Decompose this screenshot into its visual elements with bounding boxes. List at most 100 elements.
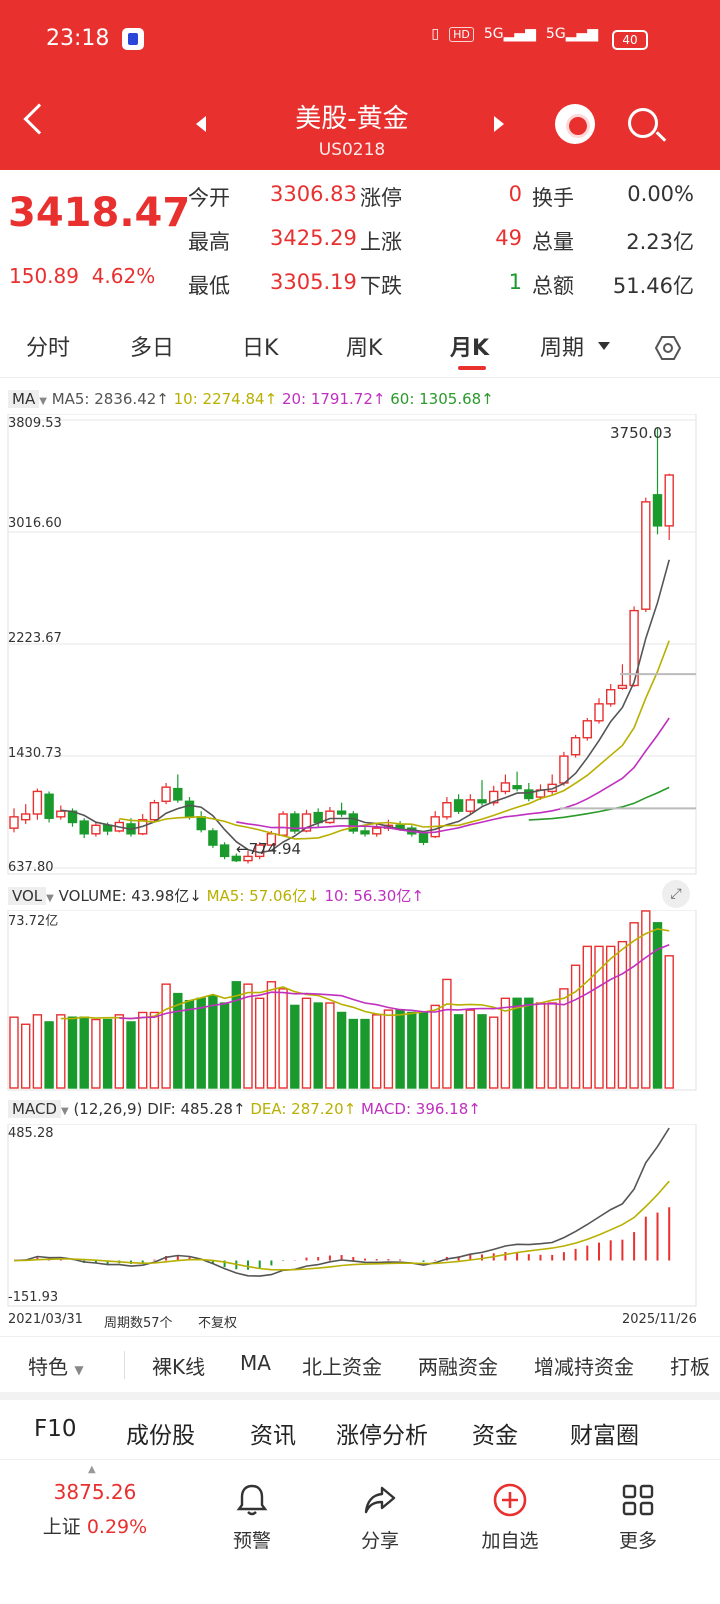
down-count-label: 下跌 [360, 274, 402, 298]
next-stock-icon[interactable] [494, 116, 504, 132]
hd-icon: HD [449, 26, 474, 42]
dif-value: DIF: 485.28↑ [147, 1100, 246, 1118]
candle-7 [91, 822, 101, 837]
limit-up-value: 0 [508, 182, 522, 206]
tab-intraday[interactable]: 分时 [26, 336, 71, 361]
period-count: 周期数57个 [104, 1316, 173, 1331]
candle-body-35 [418, 833, 429, 843]
hexagon-settings-icon[interactable] [654, 334, 682, 362]
period-high-label: 3750.03 [610, 424, 673, 442]
volume-bar-4 [56, 1014, 66, 1089]
candle-27 [325, 806, 335, 824]
vol-selector-arrow-icon: ▼ [46, 893, 54, 904]
fullscreen-icon[interactable]: ⤢ [662, 880, 690, 908]
ma5-line [60, 559, 670, 854]
candle-30 [360, 826, 370, 837]
low-value: 3305.19 [270, 270, 357, 294]
volume-bar-54 [641, 910, 651, 1089]
feature-board[interactable]: 打板 [670, 1355, 710, 1379]
feature-divider [124, 1351, 125, 1379]
add-watchlist-icon[interactable] [492, 1482, 528, 1518]
feature-holdings[interactable]: 增减持资金 [534, 1355, 634, 1379]
tab-multiday[interactable]: 多日 [130, 336, 175, 361]
alert-label[interactable]: 预警 [232, 1530, 271, 1552]
candle-body-27 [325, 810, 335, 824]
macd-axis-top: 485.28 [8, 1126, 54, 1141]
tab-weekly-k[interactable]: 周K [346, 336, 383, 361]
share-icon[interactable] [362, 1482, 398, 1518]
volume-label: 总量 [532, 230, 574, 254]
share-label[interactable]: 分享 [360, 1530, 399, 1552]
candle-14 [173, 774, 183, 803]
candle-body-29 [348, 813, 358, 832]
volume-bar-6 [79, 1016, 89, 1089]
more-grid-icon[interactable] [620, 1482, 656, 1518]
volume-bar-15 [184, 999, 195, 1089]
up-count-label: 上涨 [360, 230, 402, 254]
candle-body-54 [641, 501, 651, 610]
volume-bar-20 [243, 983, 253, 1089]
app-header: 23:18 ▯ HD 5G▂▄▆ 5G▂▄▆ 40 美股-黄金 US0218 [0, 0, 720, 170]
tab-constituents[interactable]: 成份股 [126, 1423, 195, 1449]
adjust-mode[interactable]: 不复权 [198, 1316, 238, 1331]
volume-bar-53 [629, 922, 639, 1089]
tab-daily-k[interactable]: 日K [242, 336, 279, 361]
volume-bar-41 [489, 1016, 499, 1089]
candle-body-55 [652, 494, 663, 527]
candle-4 [56, 805, 66, 820]
volume-bar-16 [196, 997, 206, 1089]
candlestick-chart[interactable] [0, 414, 720, 880]
prev-stock-icon[interactable] [196, 116, 206, 132]
tab-limit-analysis[interactable]: 涨停分析 [336, 1423, 428, 1449]
volume-bar-36 [430, 1004, 440, 1089]
index-ticker[interactable]: 3875.26 上证 0.29% [20, 1480, 170, 1539]
volume-bar-19 [231, 981, 242, 1089]
candle-50 [594, 698, 604, 724]
feature-margin[interactable]: 两融资金 [418, 1355, 498, 1379]
volume-value-legend: VOLUME: 43.98亿↓ [58, 887, 202, 905]
volume-bar-27 [325, 1002, 335, 1089]
tab-monthly-k[interactable]: 月K [450, 336, 490, 361]
tab-news[interactable]: 资讯 [250, 1423, 296, 1449]
candle-body-21 [254, 844, 265, 858]
candle-body-15 [184, 800, 195, 818]
candle-body-12 [149, 802, 160, 821]
turnover-label: 换手 [532, 186, 574, 210]
index-change: 0.29% [86, 1516, 148, 1538]
tab-wealth-circle[interactable]: 财富圈 [570, 1423, 639, 1449]
macd-chart [7, 1124, 697, 1307]
price-axis-tick-2: 2223.67 [8, 631, 62, 646]
feature-special[interactable]: 特色 ▼ [28, 1355, 84, 1379]
tab-period[interactable]: 周期 [540, 336, 585, 361]
volume-bar-30 [360, 1018, 370, 1089]
volume-bar-21 [254, 997, 265, 1089]
volume-bar-43 [512, 997, 522, 1089]
bell-icon[interactable] [234, 1482, 270, 1518]
volume-axis-top: 73.72亿 [8, 914, 59, 929]
macd-selector[interactable]: MACD [8, 1100, 61, 1118]
volume-chart [7, 910, 697, 1091]
candle-body-17 [208, 830, 218, 846]
candle-body-37 [442, 802, 452, 818]
ma60-line [528, 786, 670, 821]
tab-f10[interactable]: F10 [34, 1416, 77, 1442]
more-label[interactable]: 更多 [618, 1530, 657, 1552]
feature-northbound[interactable]: 北上资金 [302, 1355, 382, 1379]
turnover-value: 0.00% [627, 182, 694, 206]
candle-body-44 [524, 789, 534, 800]
candle-54 [641, 497, 651, 613]
assistant-icon[interactable] [555, 104, 595, 144]
notification-app-icon [122, 28, 144, 50]
open-value: 3306.83 [270, 182, 357, 206]
feature-bare-k[interactable]: 裸K线 [152, 1355, 206, 1379]
vol-selector[interactable]: VOL [8, 887, 47, 905]
index-name: 上证 [42, 1516, 81, 1538]
search-icon[interactable] [628, 108, 658, 138]
volume-bar-45 [535, 1002, 546, 1089]
tab-funds[interactable]: 资金 [472, 1423, 518, 1449]
volume-bar-13 [161, 983, 171, 1089]
add-watchlist-label[interactable]: 加自选 [481, 1530, 539, 1552]
volume-bar-23 [278, 988, 288, 1089]
ma-selector[interactable]: MA [8, 390, 40, 408]
feature-ma[interactable]: MA [240, 1351, 271, 1375]
